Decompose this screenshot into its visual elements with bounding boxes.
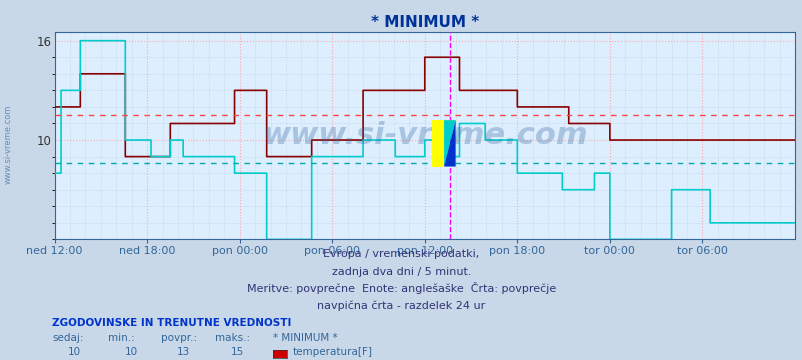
Polygon shape [444,120,455,167]
Polygon shape [444,120,455,167]
Text: 10: 10 [68,347,81,357]
Polygon shape [432,120,455,167]
Text: Meritve: povprečne  Enote: anglešaške  Črta: povprečje: Meritve: povprečne Enote: anglešaške Črt… [246,282,556,294]
Text: www.si-vreme.com: www.si-vreme.com [3,104,13,184]
Text: temperatura[F]: temperatura[F] [292,347,372,357]
Text: maks.:: maks.: [215,333,250,343]
Text: zadnja dva dni / 5 minut.: zadnja dva dni / 5 minut. [331,267,471,277]
Text: sedaj:: sedaj: [52,333,83,343]
Text: 10: 10 [124,347,137,357]
Text: * MINIMUM *: * MINIMUM * [273,333,337,343]
Text: Evropa / vremenski podatki,: Evropa / vremenski podatki, [323,249,479,260]
Text: povpr.:: povpr.: [160,333,196,343]
Text: 15: 15 [231,347,244,357]
Text: 13: 13 [176,347,189,357]
Text: www.si-vreme.com: www.si-vreme.com [261,121,587,150]
Text: ZGODOVINSKE IN TRENUTNE VREDNOSTI: ZGODOVINSKE IN TRENUTNE VREDNOSTI [52,318,291,328]
Bar [432,120,444,167]
Title: * MINIMUM *: * MINIMUM * [371,15,478,30]
Text: navpična črta - razdelek 24 ur: navpična črta - razdelek 24 ur [317,301,485,311]
Text: min.:: min.: [108,333,135,343]
